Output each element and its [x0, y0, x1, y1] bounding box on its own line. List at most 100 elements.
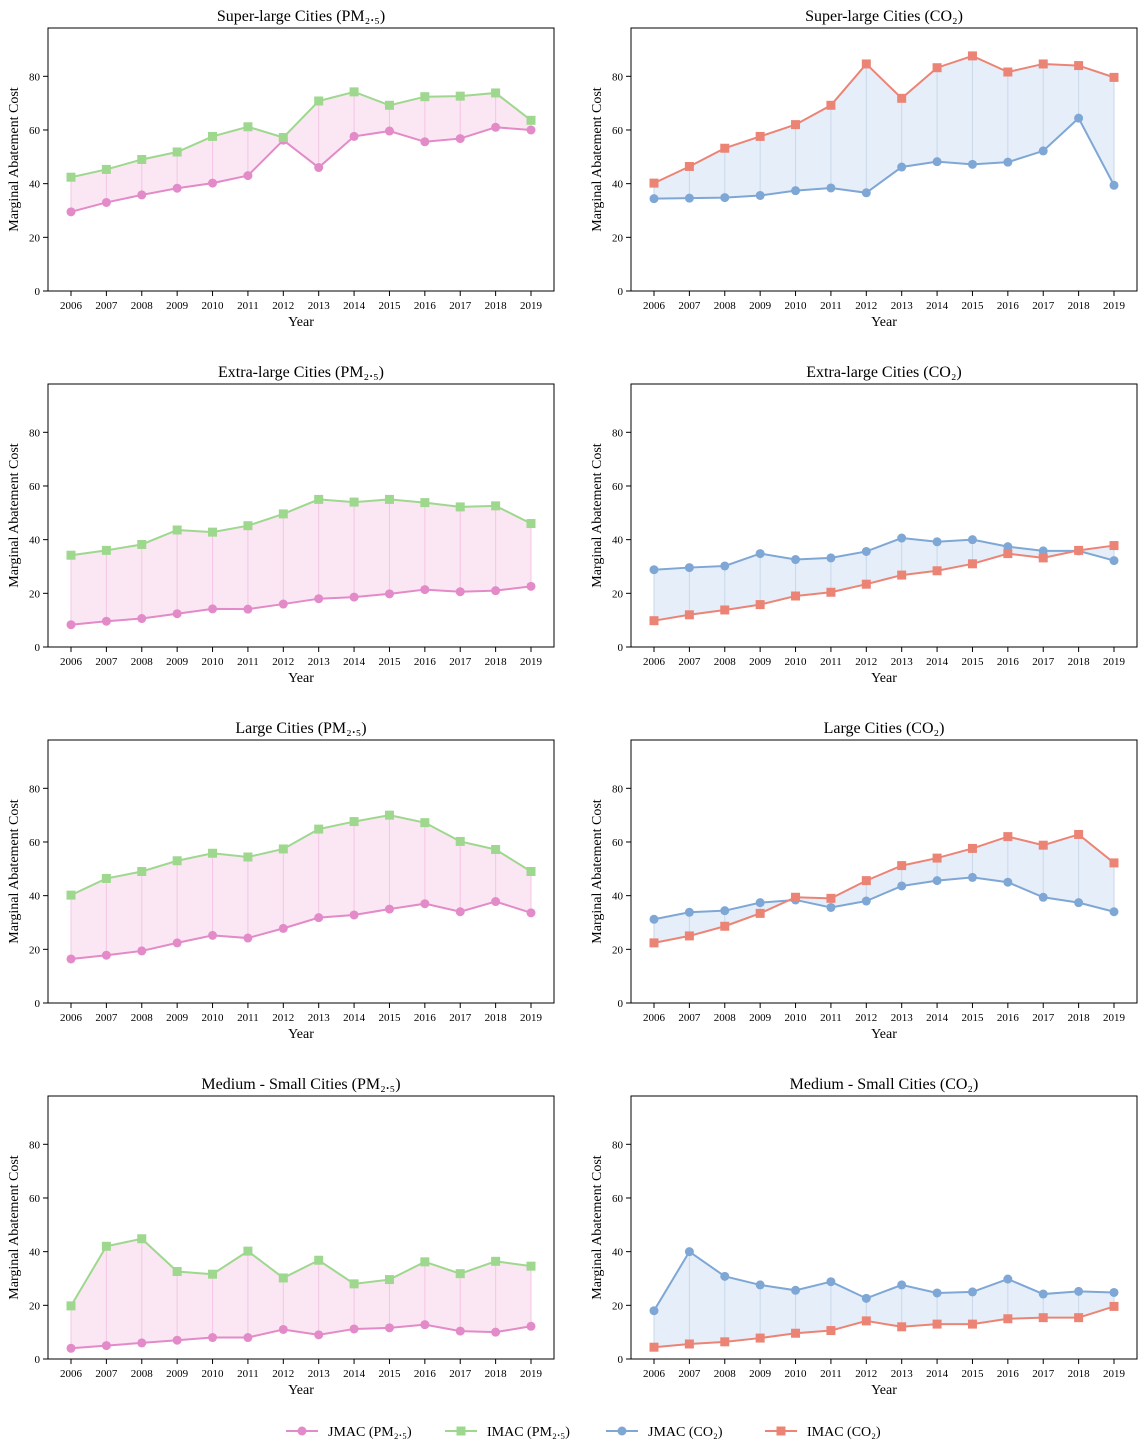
data-point [755, 1280, 765, 1290]
x-tick-label: 2019 [1103, 1368, 1126, 1380]
data-point [172, 183, 182, 193]
data-point [1038, 892, 1048, 902]
legend-marker [456, 1426, 466, 1436]
data-point [1003, 1274, 1013, 1284]
x-tick-label: 2015 [961, 1012, 984, 1024]
chart-panel: 0 20 40 60 80 2006 2007 2008 2009 2010 2011 2012 201… [7, 1076, 555, 1398]
data-point [861, 579, 871, 589]
x-tick-label: 2017 [1032, 1012, 1055, 1024]
y-tick-label: 20 [612, 944, 624, 956]
data-point [349, 131, 359, 141]
y-axis-label: Marginal Abatement Cost [7, 1155, 22, 1299]
data-point [1074, 545, 1084, 555]
data-point [1038, 146, 1048, 156]
data-point [314, 824, 324, 834]
y-axis-label: Marginal Abatement Cost [7, 799, 22, 943]
data-point [826, 587, 836, 597]
data-point [1074, 898, 1084, 908]
x-tick-label: 2010 [202, 300, 225, 312]
x-tick-label: 2018 [485, 300, 508, 312]
data-point [526, 115, 536, 125]
legend-label: IMAC (CO₂) [807, 1425, 881, 1440]
data-point [420, 498, 430, 508]
x-tick-label: 2016 [997, 1368, 1020, 1380]
x-tick-label: 2015 [961, 656, 984, 668]
series-line [653, 54, 1115, 185]
x-tick-label: 2011 [820, 1368, 842, 1380]
data-point [66, 890, 76, 900]
data-point [420, 585, 430, 595]
x-tick-label: 2009 [749, 1368, 772, 1380]
data-point [243, 852, 253, 862]
chart-title: Extra-large Cities (CO₂) [806, 364, 961, 381]
fill-band [71, 499, 531, 625]
x-tick-label: 2013 [891, 1012, 914, 1024]
y-tick-label: 80 [612, 71, 624, 83]
data-point [455, 907, 465, 917]
x-tick-label: 2017 [449, 1368, 472, 1380]
legend-item: IMAC (CO₂) [765, 1425, 881, 1440]
fill-band [71, 1238, 531, 1349]
plot-frame [47, 1095, 555, 1360]
y-tick-label: 0 [35, 1354, 41, 1366]
y-tick-label: 0 [618, 998, 624, 1010]
data-point [455, 1269, 465, 1279]
data-point [684, 907, 694, 917]
x-tick-label: 2007 [678, 656, 701, 668]
data-point [420, 1320, 430, 1330]
data-point [384, 1275, 394, 1285]
x-tick-label: 2007 [95, 1012, 118, 1024]
data-point [384, 589, 394, 599]
data-point [967, 559, 977, 569]
x-tick-label: 2015 [378, 656, 401, 668]
data-point [101, 1341, 111, 1351]
y-axis-label: Marginal Abatement Cost [7, 443, 22, 587]
data-point [66, 207, 76, 217]
data-point [455, 502, 465, 512]
data-point [491, 122, 501, 132]
data-point [684, 1339, 694, 1349]
x-tick-label: 2010 [202, 656, 225, 668]
x-tick-label: 2017 [1032, 656, 1055, 668]
legend-label: IMAC (PM₂.₅) [487, 1425, 570, 1440]
fill-band [71, 815, 531, 959]
data-point [1109, 907, 1119, 917]
data-point [526, 867, 536, 876]
data-point [526, 1261, 536, 1271]
data-point [932, 876, 942, 886]
x-tick-label: 2013 [308, 656, 331, 668]
x-tick-label: 2009 [166, 300, 189, 312]
data-point [137, 539, 147, 549]
chart-title: Medium - Small Cities (PM₂.₅) [201, 1076, 400, 1093]
chart-title: Super-large Cities (PM₂.₅) [217, 8, 385, 25]
data-point [1038, 546, 1048, 556]
y-tick-label: 40 [29, 535, 41, 547]
data-point [349, 910, 359, 920]
data-point [172, 609, 182, 619]
x-tick-label: 2019 [1103, 656, 1126, 668]
chart-panel: 0 20 40 60 80 2006 2007 2008 2009 2010 2011 2012 201… [7, 8, 555, 330]
x-tick-label: 2007 [678, 300, 701, 312]
x-tick-label: 2008 [714, 1012, 737, 1024]
x-tick-label: 2017 [449, 1012, 472, 1024]
data-point [137, 155, 147, 164]
data-point [1109, 72, 1119, 82]
data-point [172, 525, 182, 535]
series-line [70, 814, 532, 897]
series-line [70, 90, 532, 179]
data-point [826, 553, 836, 563]
y-tick-label: 20 [612, 1300, 624, 1312]
data-point [720, 605, 730, 615]
x-tick-label: 2019 [520, 656, 543, 668]
data-point [755, 1333, 765, 1343]
x-tick-label: 2012 [272, 1368, 294, 1380]
x-tick-label: 2007 [95, 656, 118, 668]
x-tick-label: 2008 [131, 656, 154, 668]
data-point [826, 1277, 836, 1287]
data-point [1109, 1301, 1119, 1311]
data-point [526, 519, 536, 529]
data-point [66, 954, 76, 964]
data-point [314, 913, 324, 923]
data-point [101, 164, 111, 174]
data-point [755, 549, 765, 559]
